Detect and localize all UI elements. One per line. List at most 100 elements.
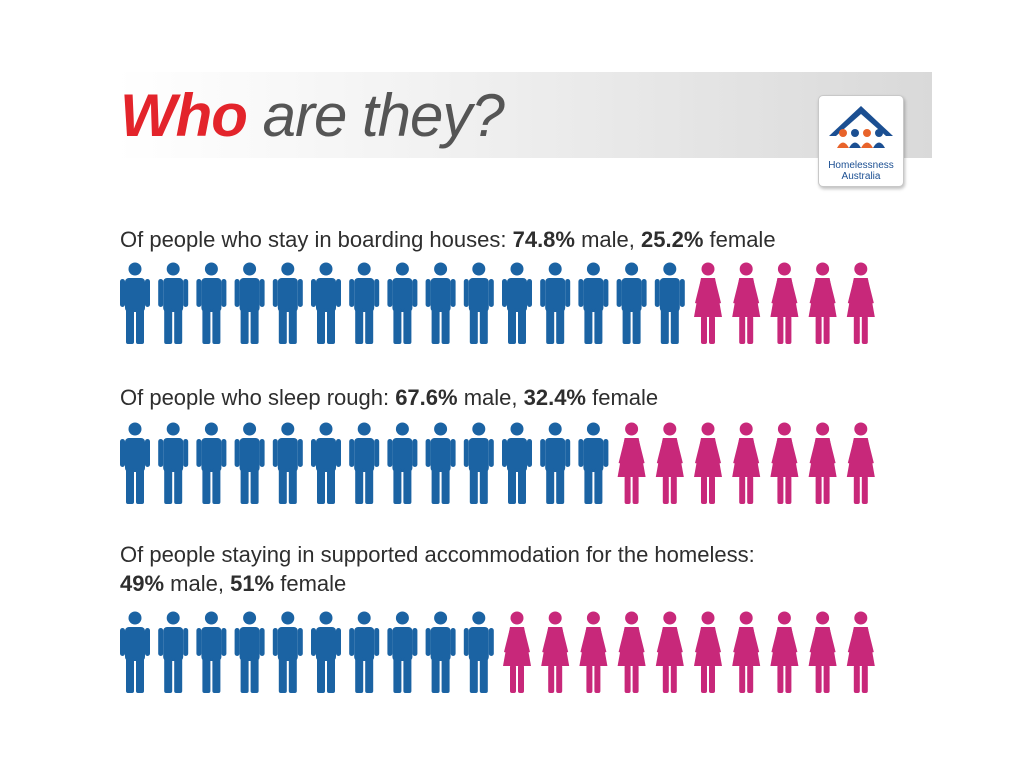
row-3-male-value: 49% [120, 571, 165, 596]
row-1-female-value: 25.2% [641, 227, 704, 252]
female-figure [846, 611, 875, 693]
male-figure [387, 611, 418, 693]
male-figure [463, 262, 494, 344]
logo-person-body [861, 142, 873, 148]
row-3-label-line-2: 49% male, 51% female [120, 569, 346, 598]
row-2-male-value: 67.6% [395, 385, 458, 410]
logo-person-body [849, 142, 861, 148]
male-figure [196, 611, 227, 693]
female-figure [655, 611, 684, 693]
male-figure [234, 611, 265, 693]
male-figure [578, 422, 609, 504]
row-1-pictogram [120, 262, 875, 344]
male-figure [196, 262, 227, 344]
male-figure [387, 262, 418, 344]
male-figure [540, 262, 571, 344]
male-figure [120, 611, 150, 693]
logo-person-body [837, 142, 849, 148]
row-3-male-word: male, [164, 571, 231, 596]
female-figure [732, 422, 761, 504]
female-figure [770, 422, 799, 504]
header-band [116, 72, 932, 158]
male-figure [425, 611, 456, 693]
logo-roof [829, 106, 893, 136]
row-1-male-word: male, [574, 227, 642, 252]
logo-person-head [839, 129, 847, 137]
row-2-male-word: male, [457, 385, 524, 410]
male-figure [387, 422, 418, 504]
female-figure [617, 422, 646, 504]
roof-and-people-icon [829, 106, 893, 148]
homelessness-australia-logo: Homelessness Australia [818, 95, 904, 187]
male-figure [463, 611, 494, 693]
row-2-label: Of people who sleep rough: 67.6% male, 3… [120, 383, 658, 412]
female-figure [808, 422, 837, 504]
female-figure [694, 611, 722, 693]
row-3-label-line-1: Of people staying in supported accommoda… [120, 540, 755, 569]
male-figure [654, 262, 685, 344]
logo-people [837, 129, 885, 148]
row-2-prefix: Of people who sleep rough: [120, 385, 396, 410]
logo-person-head [863, 129, 871, 137]
male-figure [540, 422, 571, 504]
female-figure [732, 611, 761, 693]
female-figure [694, 262, 722, 344]
male-figure [234, 262, 265, 344]
row-1-label: Of people who stay in boarding houses: 7… [120, 225, 776, 254]
female-figure [503, 611, 531, 693]
male-figure [272, 611, 303, 693]
male-figure [349, 611, 380, 693]
male-figure [425, 422, 456, 504]
male-figure [120, 422, 150, 504]
female-figure [846, 422, 875, 504]
row-3-pictogram [120, 611, 875, 693]
female-figure [846, 262, 875, 344]
row-2-female-word: female [586, 385, 659, 410]
row-3-prefix: Of people staying in supported accommoda… [120, 542, 755, 567]
male-figure [616, 262, 647, 344]
logo-person-body [873, 142, 885, 148]
male-figure [502, 422, 532, 504]
male-figure [234, 422, 265, 504]
title-rest: are they? [262, 82, 505, 149]
female-figure [808, 611, 837, 693]
female-figure [770, 262, 799, 344]
male-figure [272, 262, 303, 344]
row-1-female-word: female [703, 227, 776, 252]
male-figure [120, 262, 150, 344]
male-figure [578, 262, 609, 344]
female-figure [579, 611, 608, 693]
male-figure [158, 611, 189, 693]
logo-line-1: Homelessness [828, 160, 894, 171]
male-figure [425, 262, 456, 344]
male-figure [349, 422, 380, 504]
male-figure [311, 611, 341, 693]
female-figure [732, 262, 761, 344]
female-figure [617, 611, 646, 693]
male-figure [349, 262, 380, 344]
row-1-prefix: Of people who stay in boarding houses: [120, 227, 513, 252]
female-figure [541, 611, 570, 693]
row-3-female-value: 51% [230, 571, 275, 596]
logo-person-head [875, 129, 883, 137]
page-title: Who are they? [120, 80, 505, 152]
row-1-male-value: 74.8% [512, 227, 575, 252]
logo-line-2: Australia [841, 171, 881, 182]
male-figure [158, 422, 189, 504]
female-figure [808, 262, 837, 344]
row-2-female-value: 32.4% [523, 385, 586, 410]
male-figure [311, 262, 341, 344]
row-3-female-word: female [274, 571, 347, 596]
female-figure [694, 422, 722, 504]
male-figure [311, 422, 341, 504]
male-figure [463, 422, 494, 504]
logo-person-head [851, 129, 859, 137]
male-figure [272, 422, 303, 504]
male-figure [158, 262, 189, 344]
row-2-pictogram [120, 422, 875, 504]
female-figure [770, 611, 799, 693]
title-emphasis: Who [120, 82, 248, 149]
male-figure [196, 422, 227, 504]
male-figure [502, 262, 532, 344]
female-figure [655, 422, 684, 504]
